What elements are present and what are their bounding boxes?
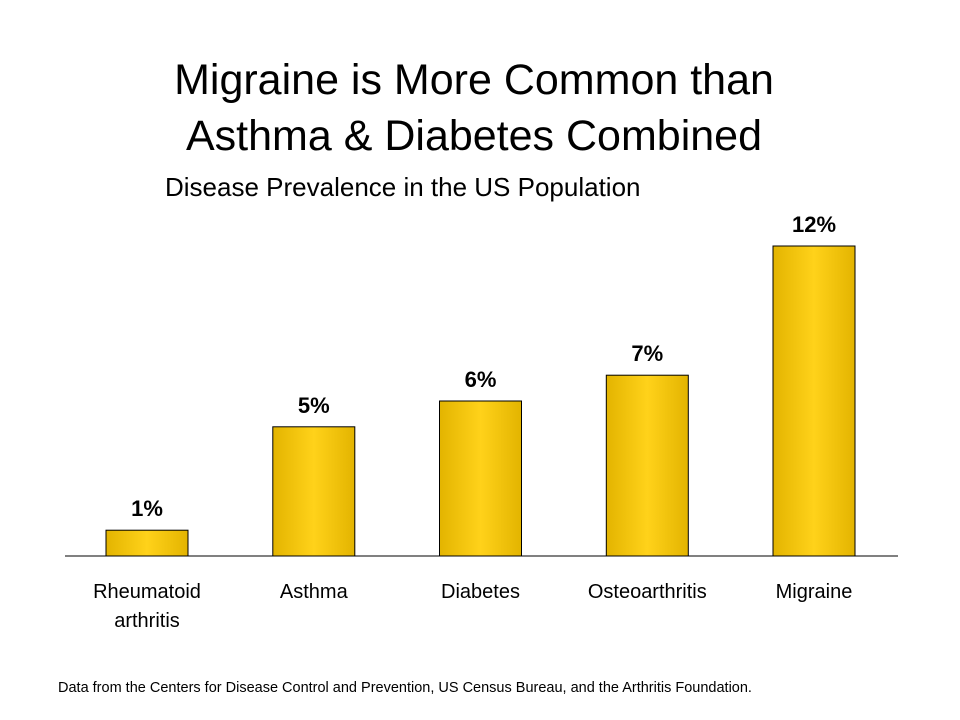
data-label: 6% <box>465 367 497 392</box>
slide-title-line-1: Migraine is More Common than <box>174 56 774 104</box>
data-label: 12% <box>792 212 836 237</box>
category-label: Migraine <box>776 581 853 603</box>
slide-title: Migraine is More Common than Asthma & Di… <box>0 52 948 164</box>
category-label: Osteoarthritis <box>588 581 707 603</box>
bar <box>772 245 856 557</box>
category-label: Diabetes <box>441 581 520 603</box>
category-label: Asthma <box>280 581 349 603</box>
chart-subtitle: Disease Prevalence in the US Population <box>165 172 641 202</box>
bar-series <box>105 245 856 557</box>
bar <box>105 529 189 557</box>
x-axis-tick-labels: Rheumatoid arthritis Asthma Diabetes Osteoar… <box>93 581 852 632</box>
data-label: 7% <box>631 341 663 366</box>
category-label: arthritis <box>114 610 180 632</box>
source-footnote: Data from the Centers for Disease Contro… <box>58 680 752 696</box>
data-label: 1% <box>131 496 163 521</box>
category-label: Rheumatoid <box>93 581 201 603</box>
data-label: 5% <box>298 393 330 418</box>
data-labels: 1% 5% 6% 7% 12% <box>131 212 836 521</box>
bar <box>272 426 356 557</box>
bar <box>605 374 689 557</box>
slide-title-line-2: Asthma & Diabetes Combined <box>185 112 762 160</box>
bar <box>439 400 522 557</box>
